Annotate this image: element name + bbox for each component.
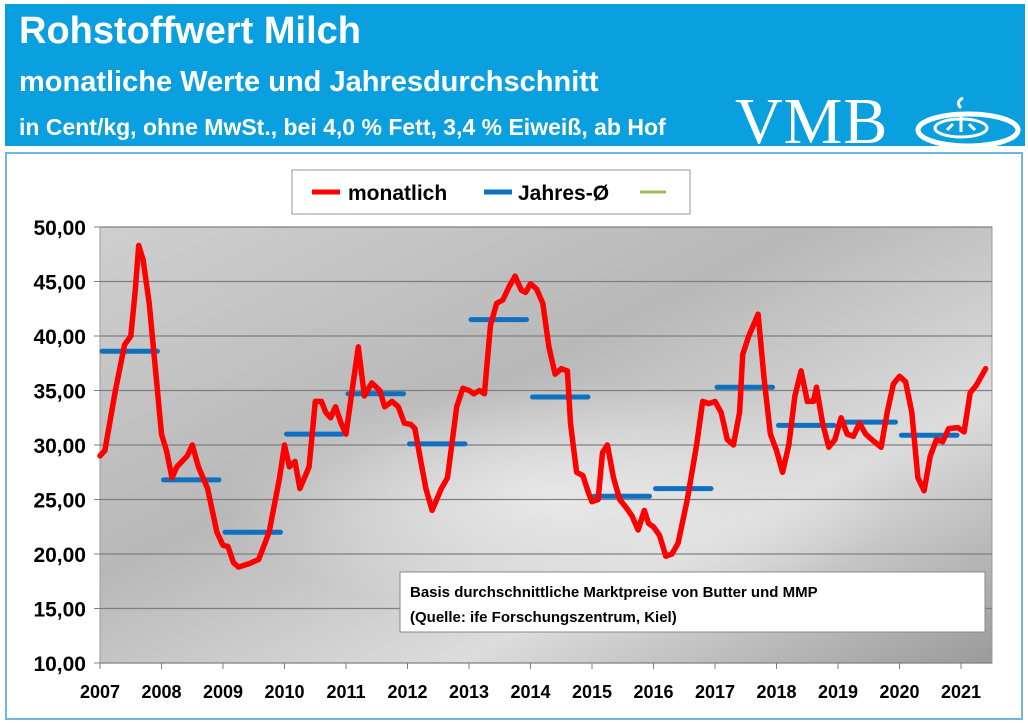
page-subtitle: monatliche Werte und Jahresdurchschnitt [19,66,599,98]
x-tick-label: 2014 [510,682,550,702]
x-tick-label: 2018 [756,682,796,702]
series-monatlich-line [97,242,989,570]
legend-label-monatlich: monatlich [348,182,447,205]
legend: monatlich Jahres-Ø [291,169,691,215]
x-tick-label: 2009 [203,682,243,702]
y-tick-label: 50,00 [33,217,86,240]
x-tick-label: 2010 [264,682,304,702]
x-tick-label: 2012 [387,682,427,702]
header-banner: Rohstoffwert Milch monatliche Werte und … [5,4,1025,158]
y-tick-label: 35,00 [33,381,86,404]
x-tick-label: 2019 [818,682,858,702]
x-tick-label: 2013 [449,682,489,702]
y-tick-label: 45,00 [33,272,86,295]
y-tick-label: 20,00 [33,544,86,567]
x-tick-label: 2011 [326,682,365,702]
y-tick-label: 40,00 [33,326,86,349]
x-tick-label: 2020 [879,682,919,702]
x-tick-label: 2007 [80,682,120,702]
x-tick-label: 2016 [633,682,673,702]
logo-text: VMB [735,85,889,158]
x-tick-label: 2008 [141,682,181,702]
y-tick-label: 25,00 [33,490,86,513]
x-tick-label: 2017 [695,682,735,702]
x-tick-label: 2021 [941,682,981,702]
annotation-line-1: Basis durchschnittliche Marktpreise von … [410,584,818,601]
y-tick-label: 30,00 [33,435,86,458]
annotation-box: Basis durchschnittliche Marktpreise von … [399,571,986,633]
legend-label-jahres: Jahres-Ø [518,182,609,205]
vmb-logo: VMB [735,84,1021,160]
unit-line: in Cent/kg, ohne MwSt., bei 4,0 % Fett, … [19,114,666,140]
x-tick-label: 2015 [572,682,612,702]
annotation-line-2: (Quelle: ife Forschungszentrum, Kiel) [410,609,677,626]
page-title: Rohstoffwert Milch [19,10,361,52]
y-tick-label: 15,00 [33,599,86,622]
y-tick-label: 10,00 [33,653,86,676]
logo-emblem-icon [915,96,1021,149]
